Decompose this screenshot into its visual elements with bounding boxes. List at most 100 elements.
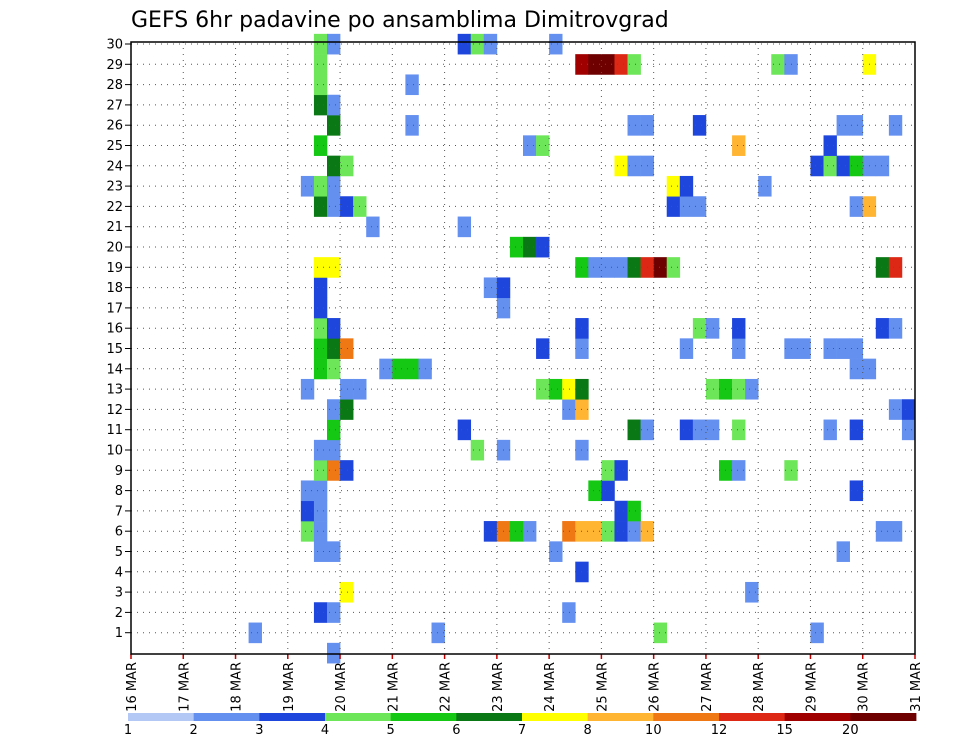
heatmap-cell [313, 358, 328, 380]
heatmap-cell [405, 358, 419, 380]
heatmap-cell [313, 338, 328, 359]
legend-swatch [193, 713, 260, 721]
heatmap-cell [523, 135, 537, 156]
legend-swatch [128, 713, 195, 721]
heatmap-cell [888, 318, 903, 339]
y-tick-label: 25 [106, 139, 123, 154]
heatmap-cell [732, 419, 746, 441]
heatmap-cell [732, 460, 746, 481]
y-tick-label: 10 [106, 444, 123, 459]
heatmap-cell [588, 521, 602, 542]
legend-swatch [719, 713, 786, 721]
heatmap-cell [679, 338, 694, 359]
heatmap-cell [313, 318, 328, 339]
heatmap-cell [392, 358, 406, 380]
heatmap-cell [457, 216, 472, 238]
heatmap-cell [823, 338, 837, 359]
heatmap-cell [627, 54, 641, 75]
heatmap-cell [627, 155, 641, 177]
heatmap-cell [627, 500, 641, 522]
y-tick-label: 30 [106, 38, 123, 53]
heatmap-cell [771, 54, 785, 75]
heatmap-cell [836, 541, 850, 562]
legend-label: 1 [124, 723, 132, 738]
y-tick-label: 21 [106, 220, 123, 235]
heatmap-cell [300, 175, 315, 197]
y-tick-label: 12 [106, 403, 123, 418]
legend-label: 8 [584, 723, 592, 738]
heatmap-cell [313, 33, 328, 55]
heatmap-cell [340, 399, 354, 420]
heatmap-cell [627, 115, 641, 136]
heatmap-cell [562, 521, 576, 542]
heatmap-cell [457, 33, 472, 55]
heatmap-cell [614, 460, 628, 481]
y-tick-label: 22 [106, 200, 123, 215]
heatmap-cell [327, 439, 341, 461]
heatmap-cell [327, 155, 341, 177]
heatmap-cell [313, 500, 328, 522]
heatmap-cell [849, 480, 864, 502]
heatmap-cell [732, 135, 746, 156]
heatmap-cell [601, 521, 615, 542]
heatmap-cell [327, 460, 341, 481]
heatmap-cell [483, 33, 498, 55]
heatmap-cell [627, 521, 641, 542]
heatmap-cell [313, 54, 328, 75]
heatmap-cell [327, 115, 341, 136]
heatmap-cell [849, 358, 864, 380]
x-tick-label: 21 MAR [386, 662, 401, 712]
legend-swatch [456, 713, 523, 721]
heatmap-cell [810, 622, 824, 644]
heatmap-cell [875, 318, 890, 339]
heatmap-cell [313, 602, 328, 623]
heatmap-cell [327, 196, 341, 217]
heatmap-cell [327, 399, 341, 420]
y-tick-label: 11 [106, 423, 123, 438]
y-tick-label: 7 [115, 504, 123, 519]
y-tick-label: 15 [106, 342, 123, 357]
y-tick-label: 1 [115, 626, 123, 641]
y-tick-label: 27 [106, 98, 123, 113]
x-tick-label: 22 MAR [439, 662, 454, 712]
legend-swatch [259, 713, 326, 721]
legend-swatch [325, 713, 392, 721]
heatmap-cell [313, 460, 328, 481]
heatmap-cell [509, 236, 524, 258]
heatmap-cell [745, 581, 759, 603]
heatmap-cell [758, 175, 772, 197]
heatmap-cell [836, 115, 850, 136]
heatmap-cell [549, 33, 563, 55]
heatmap-cell [340, 378, 354, 400]
y-tick-label: 2 [115, 606, 123, 621]
legend-swatch [784, 713, 851, 721]
heatmap-cell [300, 500, 315, 522]
heatmap-cell [627, 419, 641, 441]
legend-swatch [390, 713, 457, 721]
x-tick-label: 28 MAR [752, 662, 767, 712]
heatmap-cell [313, 480, 328, 502]
heatmap-cell [562, 602, 576, 623]
x-tick-label: 17 MAR [177, 662, 192, 712]
y-tick-label: 14 [106, 362, 123, 377]
heatmap-cell [614, 54, 628, 75]
y-tick-label: 16 [106, 322, 123, 337]
x-tick-label: 18 MAR [230, 662, 245, 712]
heatmap-cell [248, 622, 262, 644]
heatmap-cell [340, 155, 354, 177]
y-tick-label: 3 [115, 586, 123, 601]
y-tick-label: 24 [106, 159, 123, 174]
x-tick-label: 20 MAR [334, 662, 349, 712]
legend-label: 6 [452, 723, 460, 738]
heatmap-cell [549, 541, 563, 562]
heatmap-cell [601, 460, 615, 481]
legend-label: 7 [518, 723, 526, 738]
heatmap-cell [666, 175, 681, 197]
heatmap-cell [797, 338, 811, 359]
heatmap-cell [692, 115, 707, 136]
y-tick-label: 6 [115, 525, 123, 540]
heatmap-cell [849, 196, 864, 217]
heatmap-cell [679, 419, 694, 441]
heatmap-cell [823, 135, 837, 156]
